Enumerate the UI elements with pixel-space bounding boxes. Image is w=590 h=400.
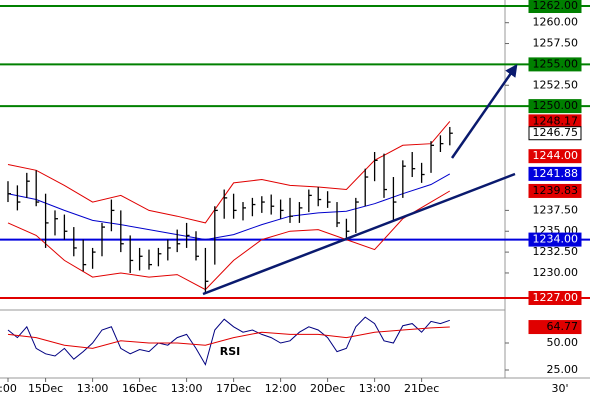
x-tick-label: 16Dec (122, 382, 157, 395)
price-tag-label: 1246.75 (533, 126, 579, 139)
x-tick-label: 21Dec (404, 382, 439, 395)
indicator-line (7, 190, 451, 291)
price-tag-label: 1244.00 (533, 149, 579, 162)
trend-line (202, 172, 516, 296)
x-tick-label: 13:00 (77, 382, 109, 395)
y-tick-label: 1230.00 (533, 266, 579, 279)
price-tag-label: 1250.00 (533, 99, 579, 112)
price-tag (528, 57, 582, 72)
price-tag (528, 0, 582, 14)
price-tag (528, 126, 582, 141)
price-tag-label: 1262.00 (533, 0, 579, 12)
price-tag-label: 1241.88 (533, 167, 579, 180)
x-tick-label: 13:00 (171, 382, 203, 395)
indicator-line (7, 326, 450, 349)
y-tick-label: 1232.50 (533, 245, 579, 258)
price-tag (528, 183, 582, 198)
price-tag (528, 232, 582, 247)
y-tick-label: 1237.50 (533, 203, 579, 216)
timeframe: 30' (551, 382, 568, 395)
price-tag (528, 320, 582, 335)
price-tag (528, 149, 582, 164)
price-tag-label: 1227.00 (533, 291, 579, 304)
rsi-label: RSI (220, 345, 241, 358)
price-tag-label: 1239.83 (533, 184, 579, 197)
x-tick-label: 13:00 (359, 382, 391, 395)
y-tick-label: 25.00 (547, 363, 579, 376)
price-tag (528, 166, 582, 181)
price-tag-label: 64.77 (547, 320, 579, 333)
x-tick-label: 20Dec (310, 382, 345, 395)
indicator-line (7, 316, 450, 366)
y-tick-label: 1257.50 (533, 37, 579, 50)
price-tag-label: 1234.00 (533, 233, 579, 246)
indicator-line (7, 173, 451, 241)
x-tick-label: 12:00 (265, 382, 297, 395)
y-tick-label: 1252.50 (533, 78, 579, 91)
target-arrow (450, 63, 518, 159)
y-tick-label: 1260.00 (533, 16, 579, 29)
x-tick-label: 17Dec (216, 382, 251, 395)
price-tag (528, 290, 582, 305)
price-tag-label: 1255.00 (533, 57, 579, 70)
y-tick-label: 50.00 (547, 336, 579, 349)
x-tick-label: :00 (0, 382, 17, 395)
price-tag (528, 99, 582, 114)
x-tick-label: 15Dec (28, 382, 63, 395)
price-tag-label: 1248.17 (533, 114, 579, 127)
